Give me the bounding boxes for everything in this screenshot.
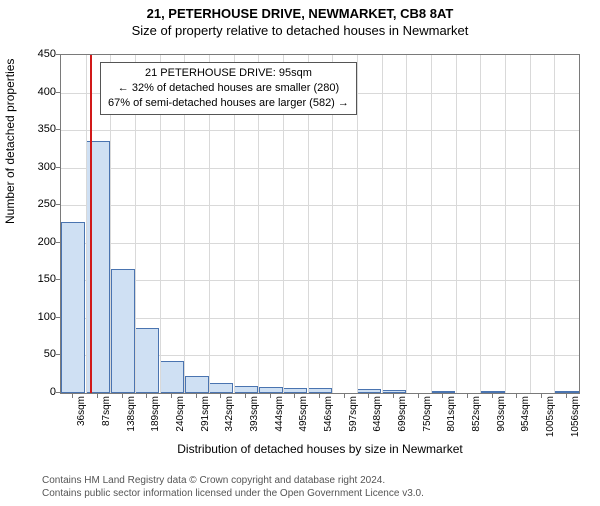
y-tick-label: 250 — [16, 198, 56, 210]
x-tick-label: 903sqm — [496, 396, 507, 432]
annot-line3: 67% of semi-detached houses are larger (… — [108, 96, 349, 111]
footer-attribution: Contains HM Land Registry data © Crown c… — [42, 474, 424, 500]
gridline-v — [505, 55, 506, 393]
gridline-v — [530, 55, 531, 393]
x-tick-label: 36sqm — [76, 396, 87, 426]
histogram-bar — [357, 389, 381, 393]
histogram-bar — [481, 391, 505, 393]
histogram-bar — [382, 390, 406, 393]
gridline-h — [61, 130, 579, 131]
property-marker-line — [90, 55, 92, 393]
gridline-v — [431, 55, 432, 393]
gridline-v — [357, 55, 358, 393]
histogram-bar — [111, 269, 135, 393]
x-tick-label: 750sqm — [422, 396, 433, 432]
footer-line1: Contains HM Land Registry data © Crown c… — [42, 474, 424, 487]
plot-area: 21 PETERHOUSE DRIVE: 95sqm← 32% of detac… — [60, 54, 580, 394]
y-tick-label: 200 — [16, 236, 56, 248]
x-tick-label: 852sqm — [471, 396, 482, 432]
chart-title-sub: Size of property relative to detached ho… — [0, 23, 600, 38]
gridline-h — [61, 280, 579, 281]
x-tick-label: 444sqm — [274, 396, 285, 432]
x-tick-label: 291sqm — [200, 396, 211, 432]
x-tick-label: 699sqm — [397, 396, 408, 432]
chart-container: Number of detached properties 21 PETERHO… — [0, 50, 600, 455]
histogram-bar — [259, 387, 283, 393]
gridline-v — [456, 55, 457, 393]
gridline-v — [382, 55, 383, 393]
x-tick-label: 87sqm — [101, 396, 112, 426]
x-tick-label: 342sqm — [224, 396, 235, 432]
x-tick-label: 597sqm — [348, 396, 359, 432]
x-tick-label: 801sqm — [446, 396, 457, 432]
x-tick-label: 1056sqm — [570, 396, 581, 437]
x-tick-label: 393sqm — [249, 396, 260, 432]
histogram-bar — [555, 391, 579, 393]
x-tick-label: 189sqm — [150, 396, 161, 432]
gridline-v — [480, 55, 481, 393]
y-tick-label: 400 — [16, 86, 56, 98]
x-tick-label: 138sqm — [126, 396, 137, 432]
gridline-h — [61, 318, 579, 319]
x-tick-label: 954sqm — [520, 396, 531, 432]
y-tick-label: 350 — [16, 123, 56, 135]
gridline-v — [406, 55, 407, 393]
y-tick-label: 300 — [16, 161, 56, 173]
gridline-h — [61, 205, 579, 206]
annot-line2: ← 32% of detached houses are smaller (28… — [108, 81, 349, 96]
annot-line1: 21 PETERHOUSE DRIVE: 95sqm — [108, 66, 349, 81]
x-tick-label: 495sqm — [298, 396, 309, 432]
x-tick-label: 648sqm — [372, 396, 383, 432]
histogram-bar — [209, 383, 233, 394]
histogram-bar — [431, 391, 455, 393]
x-tick-label: 546sqm — [323, 396, 334, 432]
gridline-h — [61, 168, 579, 169]
footer-line2: Contains public sector information licen… — [42, 487, 424, 500]
x-tick-label: 240sqm — [175, 396, 186, 432]
y-tick-label: 50 — [16, 348, 56, 360]
y-tick-label: 150 — [16, 273, 56, 285]
gridline-h — [61, 243, 579, 244]
y-tick-label: 450 — [16, 48, 56, 60]
y-axis-label: Number of detached properties — [3, 59, 17, 224]
histogram-bar — [283, 388, 307, 393]
y-tick-label: 100 — [16, 311, 56, 323]
histogram-bar — [185, 376, 209, 393]
histogram-bar — [135, 328, 159, 393]
chart-title-main: 21, PETERHOUSE DRIVE, NEWMARKET, CB8 8AT — [0, 6, 600, 21]
histogram-bar — [160, 361, 184, 393]
histogram-bar — [61, 222, 85, 393]
annotation-box: 21 PETERHOUSE DRIVE: 95sqm← 32% of detac… — [100, 62, 357, 115]
y-tick-label: 0 — [16, 386, 56, 398]
gridline-v — [86, 55, 87, 393]
x-tick-label: 1005sqm — [545, 396, 556, 437]
gridline-v — [554, 55, 555, 393]
x-axis-label: Distribution of detached houses by size … — [60, 442, 580, 456]
histogram-bar — [308, 388, 332, 393]
histogram-bar — [234, 386, 258, 394]
